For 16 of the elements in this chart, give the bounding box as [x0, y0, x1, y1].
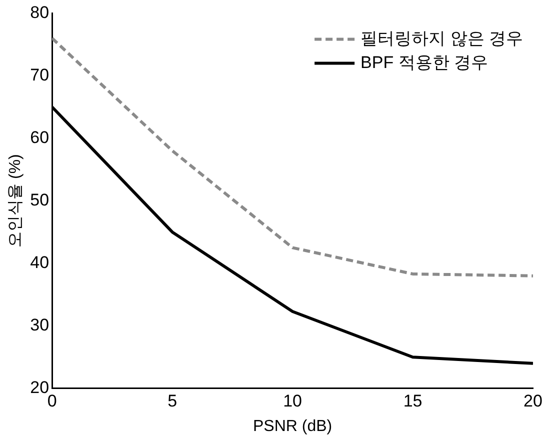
x-tick-label: 20: [524, 391, 542, 410]
x-axis-title: PSNR (dB): [252, 418, 332, 435]
x-tick-label: 0: [47, 391, 57, 410]
y-tick-label: 40: [30, 253, 50, 272]
y-tick-label: 80: [30, 2, 50, 22]
legend-label: 필터링하지 않은 경우: [360, 28, 524, 48]
y-tick-label: 50: [30, 190, 50, 210]
y-tick-label: 60: [30, 128, 50, 147]
x-tick-label: 10: [283, 391, 302, 410]
legend-label: BPF 적용한 경우: [360, 52, 488, 72]
y-tick-label: 20: [30, 378, 50, 398]
x-tick-label: 5: [168, 391, 178, 410]
x-tick-label: 15: [403, 391, 422, 410]
y-tick-label: 70: [30, 65, 50, 84]
y-axis-title: 오인식율 (%): [7, 154, 24, 248]
y-tick-label: 30: [30, 316, 50, 335]
